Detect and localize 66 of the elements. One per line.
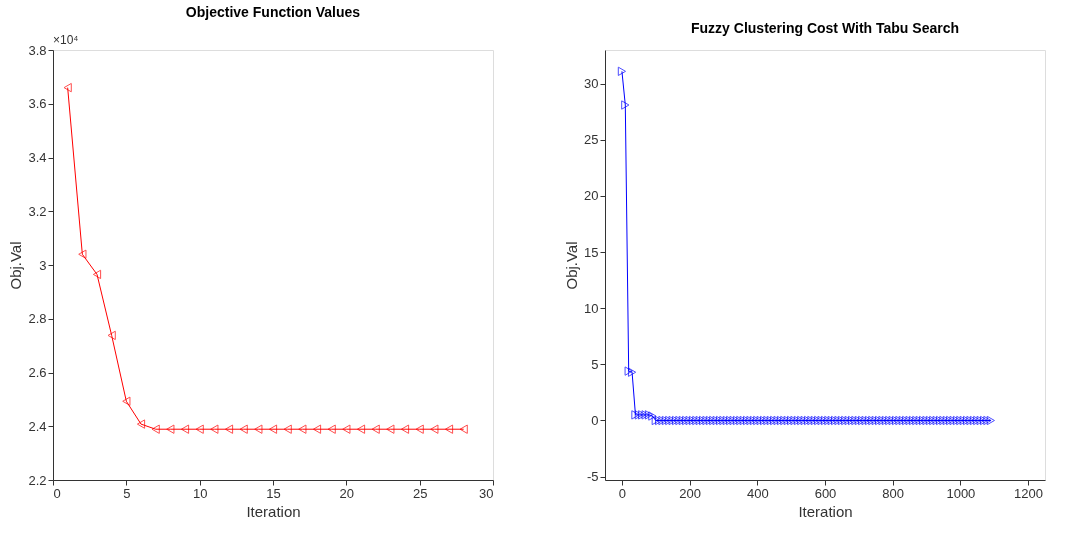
y-tick-label: 2.4 <box>28 418 47 434</box>
x-axis-title: Iteration <box>798 502 853 520</box>
point <box>371 424 380 434</box>
x-tick-label: 25 <box>412 485 428 501</box>
y-tick-label: 3.4 <box>28 150 47 165</box>
point <box>122 396 131 406</box>
point <box>180 424 190 434</box>
point <box>444 424 454 434</box>
chart-title: Objective Function Values <box>185 4 361 20</box>
y-tick-label: 3 <box>39 257 47 273</box>
point <box>224 424 234 434</box>
y-tick-label: 30 <box>584 76 599 92</box>
point <box>342 424 351 434</box>
x-tick-label: 5 <box>123 485 131 501</box>
point <box>254 424 263 434</box>
y-tick-label: 0 <box>591 413 599 428</box>
point <box>151 424 160 434</box>
chart-title: Fuzzy Clustering Cost With Tabu Search <box>691 20 959 36</box>
y-tick-label: 20 <box>584 188 599 204</box>
point <box>283 424 292 434</box>
y-tick-label: 3.6 <box>28 96 47 112</box>
y-tick-label: 3.2 <box>28 203 47 219</box>
x-tick-label: 1200 <box>1014 485 1044 501</box>
y-tick-label: 2.8 <box>28 311 47 327</box>
y-tick-label: 3.8 <box>28 42 47 58</box>
x-tick-label: 10 <box>192 485 208 501</box>
text: ×10⁴ <box>53 33 79 47</box>
point <box>327 424 336 434</box>
point <box>459 424 468 434</box>
point <box>430 424 439 434</box>
point <box>166 424 175 434</box>
y-tick-label: 10 <box>584 300 599 316</box>
point <box>107 330 116 341</box>
point <box>92 269 102 280</box>
x-tick-label: 15 <box>266 485 281 501</box>
x-tick-label: 1000 <box>946 485 976 501</box>
point <box>63 82 72 93</box>
y-tick-label: 15 <box>584 244 599 260</box>
x-tick-label: 0 <box>53 485 61 501</box>
y-tick-label: -5 <box>586 469 599 485</box>
point <box>268 424 278 434</box>
y-tick-label: 5 <box>591 356 599 372</box>
y-axis-title: Obj.Val <box>7 241 25 290</box>
y-tick-label: 2.6 <box>28 365 47 380</box>
point <box>356 424 366 434</box>
y-tick-label: 25 <box>584 132 599 148</box>
point <box>400 424 410 434</box>
point <box>136 419 146 429</box>
x-tick-label: 200 <box>679 485 701 501</box>
x-tick-label: 0 <box>618 485 627 501</box>
point <box>210 424 219 434</box>
point <box>195 424 204 434</box>
x-axis-title: Iteration <box>246 502 301 520</box>
point <box>239 424 248 434</box>
point <box>78 249 87 259</box>
x-tick-label: 30 <box>479 485 494 501</box>
point <box>312 424 322 434</box>
point <box>298 424 307 434</box>
point <box>415 424 424 434</box>
x-tick-label: 600 <box>814 485 837 501</box>
x-tick-label: 20 <box>339 485 355 501</box>
x-tick-label: 800 <box>882 485 905 501</box>
y-tick-label: 2.2 <box>28 472 47 488</box>
point <box>386 424 395 434</box>
y-axis-title: Obj.Val <box>563 241 581 290</box>
x-tick-label: 400 <box>746 485 769 501</box>
